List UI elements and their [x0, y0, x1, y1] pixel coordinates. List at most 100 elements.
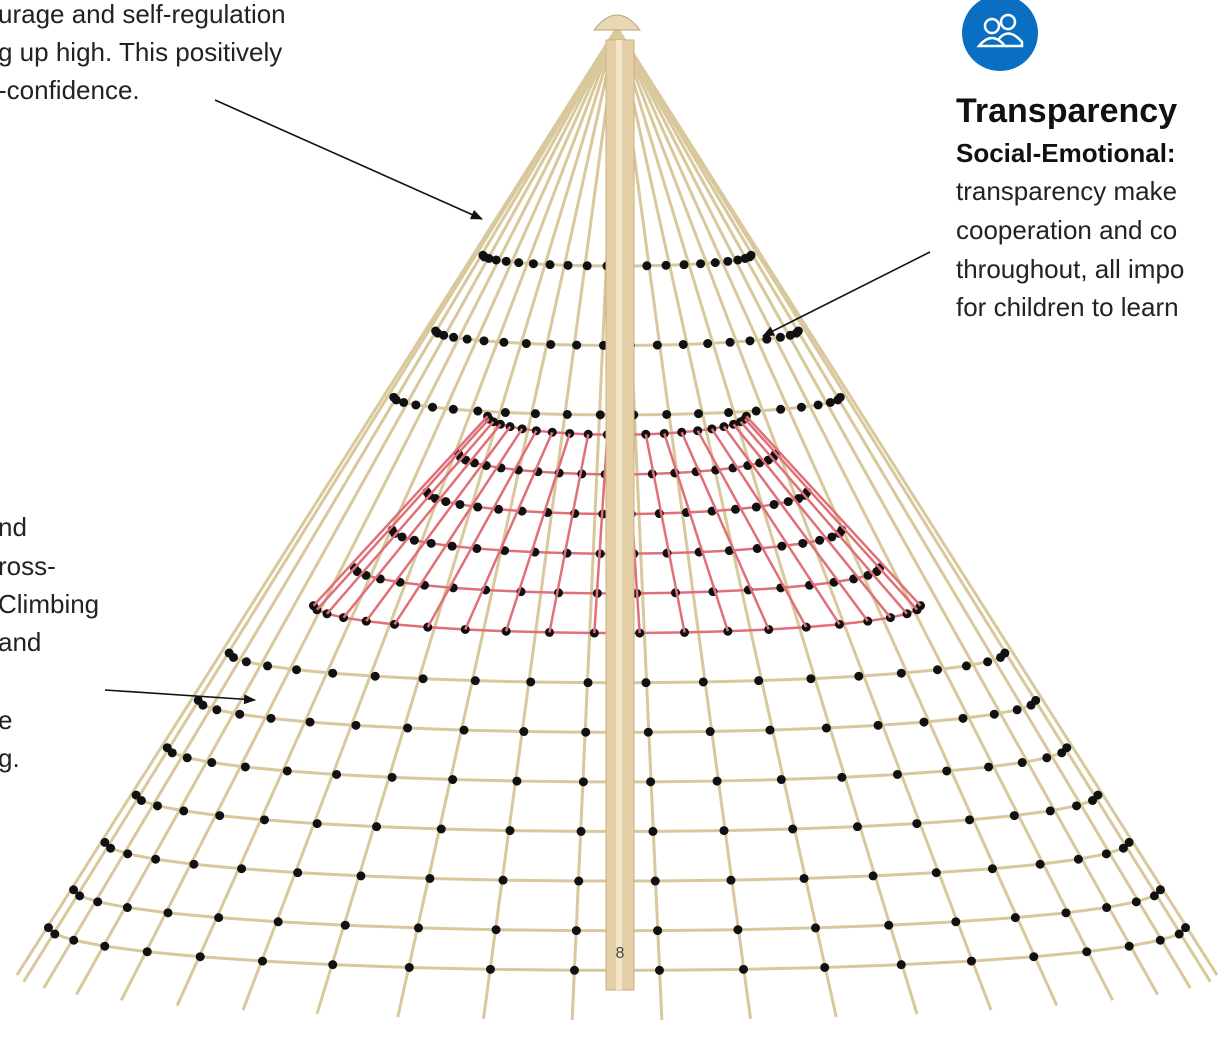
knot: [576, 826, 586, 836]
knot: [500, 408, 510, 418]
knot: [332, 769, 342, 779]
knot: [751, 406, 761, 416]
knot: [746, 250, 756, 260]
knot: [783, 497, 793, 507]
knot: [391, 395, 401, 405]
knot: [751, 502, 761, 512]
knot: [292, 665, 302, 675]
knot: [182, 753, 192, 763]
rope: [241, 27, 619, 1011]
knot: [574, 876, 584, 886]
knot: [678, 339, 688, 349]
knot: [519, 727, 529, 737]
body-text: throughout, all impo: [956, 254, 1184, 284]
body-text: transparency make: [956, 176, 1177, 206]
knot: [1035, 859, 1045, 869]
knot: [441, 497, 451, 507]
rope: [615, 27, 1219, 976]
knot: [951, 917, 961, 927]
knot: [491, 255, 501, 265]
knot: [654, 965, 664, 975]
knot: [1010, 913, 1020, 923]
knot: [1042, 753, 1052, 763]
knot: [648, 826, 658, 836]
knot: [75, 891, 85, 901]
knot: [799, 873, 809, 883]
rope: [315, 27, 619, 1015]
knot: [50, 929, 60, 939]
knot: [762, 334, 772, 344]
rope: [615, 27, 1159, 996]
rope: [119, 27, 619, 1002]
knot: [793, 326, 803, 336]
knot: [813, 400, 823, 410]
knot: [837, 772, 847, 782]
knot: [820, 962, 830, 972]
knot: [919, 717, 929, 727]
knot: [650, 876, 660, 886]
arrow: [762, 251, 931, 337]
red-rope: [593, 434, 609, 634]
knot: [215, 811, 225, 821]
body-text: g up high. This positively: [0, 37, 282, 67]
knot: [1073, 854, 1083, 864]
knot: [1012, 705, 1022, 715]
knot: [661, 260, 671, 270]
knot: [733, 925, 743, 935]
section-title: Transparency: [956, 92, 1177, 130]
rope: [615, 27, 1192, 990]
red-rope: [312, 415, 489, 607]
knot: [505, 826, 515, 836]
knot: [825, 398, 835, 408]
knot: [472, 544, 482, 554]
section-subtitle: Social-Emotional:: [956, 138, 1176, 168]
knot: [491, 925, 501, 935]
knot: [754, 676, 764, 686]
knot: [418, 674, 428, 684]
knot: [372, 822, 382, 832]
knot: [546, 339, 556, 349]
knot: [696, 259, 706, 269]
knot: [305, 717, 315, 727]
knot: [698, 677, 708, 687]
knot: [745, 336, 755, 346]
red-rope: [365, 425, 512, 622]
knot: [1045, 806, 1055, 816]
knot: [571, 926, 581, 936]
rope: [615, 27, 1059, 1007]
red-rope: [745, 415, 922, 607]
red-rope: [722, 425, 869, 622]
knot: [214, 913, 224, 923]
red-rope: [644, 434, 686, 633]
knot: [1149, 891, 1159, 901]
knot: [351, 720, 361, 730]
knot: [796, 402, 806, 412]
knot: [703, 339, 713, 349]
knot: [821, 723, 831, 733]
icon-circle: [962, 0, 1038, 71]
knot: [896, 960, 906, 970]
knot: [449, 332, 459, 342]
knot: [293, 868, 303, 878]
knot: [142, 947, 152, 957]
knot: [459, 725, 469, 735]
knot: [436, 824, 446, 834]
body-text: nd: [0, 512, 27, 542]
knot: [854, 671, 864, 681]
knot: [583, 678, 593, 688]
knot: [240, 762, 250, 772]
knot: [266, 713, 276, 723]
knot: [479, 336, 489, 346]
knot: [455, 499, 465, 509]
knot: [198, 700, 208, 710]
rope: [396, 27, 619, 1018]
knot: [958, 713, 968, 723]
knot: [1017, 758, 1027, 768]
knot: [578, 777, 588, 787]
knot: [932, 665, 942, 675]
knot: [273, 917, 283, 927]
arrow: [104, 689, 256, 705]
pole-label: 8: [616, 945, 625, 962]
knot: [726, 875, 736, 885]
rope: [75, 27, 619, 996]
